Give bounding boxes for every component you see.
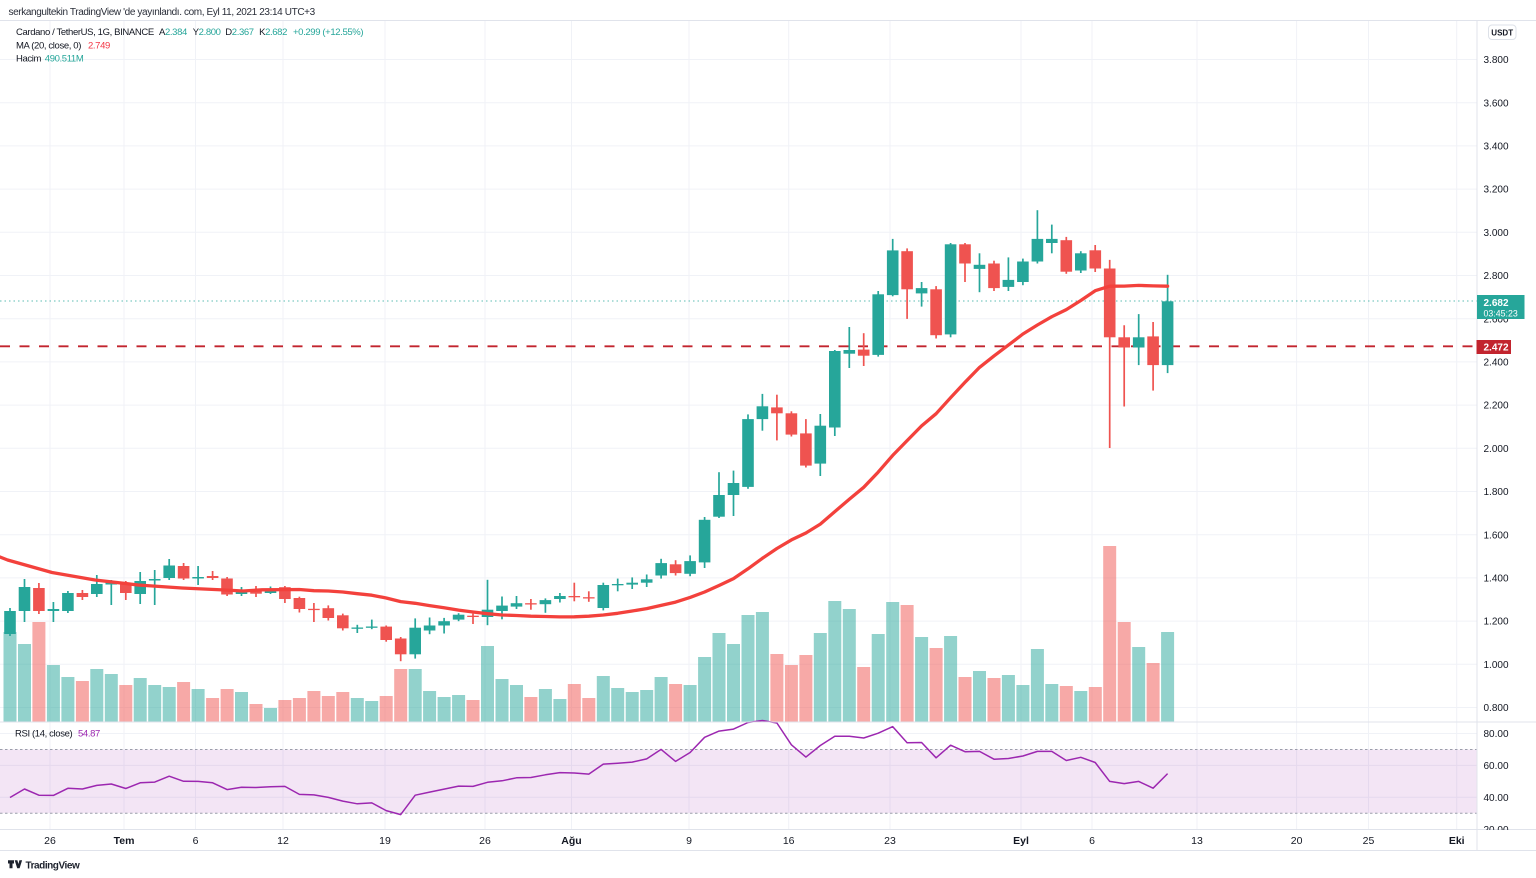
svg-text:Eki: Eki	[1449, 835, 1465, 847]
svg-text:2.682: 2.682	[1484, 298, 1509, 309]
svg-text:2.800: 2.800	[1484, 271, 1509, 282]
svg-text:3.600: 3.600	[1484, 98, 1509, 109]
svg-text:03:45:23: 03:45:23	[1484, 309, 1518, 319]
svg-text:80.00: 80.00	[1484, 729, 1509, 740]
svg-text:1.200: 1.200	[1484, 617, 1509, 628]
svg-text:1.400: 1.400	[1484, 574, 1509, 585]
svg-text:3.400: 3.400	[1484, 142, 1509, 153]
svg-text:Hacim 490.511M: Hacim 490.511M	[16, 54, 84, 65]
svg-text:25: 25	[1363, 835, 1375, 847]
svg-text:TradingView: TradingView	[26, 861, 80, 872]
svg-text:16: 16	[783, 835, 795, 847]
svg-text:1.600: 1.600	[1484, 530, 1509, 541]
svg-text:23: 23	[884, 835, 896, 847]
svg-text:3.800: 3.800	[1484, 55, 1509, 66]
svg-text:20: 20	[1291, 835, 1303, 847]
svg-text:3.000: 3.000	[1484, 228, 1509, 239]
svg-text:13: 13	[1191, 835, 1203, 847]
svg-text:1.800: 1.800	[1484, 487, 1509, 498]
svg-text:serkangultekin TradingView 'de: serkangultekin TradingView 'de yayınland…	[9, 7, 316, 18]
svg-text:2.200: 2.200	[1484, 401, 1509, 412]
svg-text:Eyl: Eyl	[1013, 835, 1029, 847]
svg-text:60.00: 60.00	[1484, 761, 1509, 772]
svg-text:2.600: 2.600	[1484, 314, 1509, 325]
svg-text:6: 6	[193, 835, 199, 847]
svg-text:1.000: 1.000	[1484, 660, 1509, 671]
svg-text:RSI (14, close) 54.87: RSI (14, close) 54.87	[15, 729, 100, 740]
svg-text:USDT: USDT	[1491, 29, 1513, 38]
svg-text:Tem: Tem	[114, 835, 135, 847]
svg-text:26: 26	[44, 835, 56, 847]
svg-text:26: 26	[479, 835, 491, 847]
svg-text:0.800: 0.800	[1484, 703, 1509, 714]
svg-text:19: 19	[379, 835, 391, 847]
svg-text:2.472: 2.472	[1484, 343, 1509, 354]
svg-text:2.000: 2.000	[1484, 444, 1509, 455]
svg-text:Ağu: Ağu	[561, 835, 581, 847]
svg-text:40.00: 40.00	[1484, 793, 1509, 804]
svg-text:6: 6	[1089, 835, 1095, 847]
svg-text:12: 12	[277, 835, 289, 847]
svg-text:MA (20, close, 0) 2.749: MA (20, close, 0) 2.749	[16, 41, 110, 52]
svg-text:9: 9	[686, 835, 692, 847]
svg-text:2.400: 2.400	[1484, 358, 1509, 369]
svg-text:3.200: 3.200	[1484, 185, 1509, 196]
